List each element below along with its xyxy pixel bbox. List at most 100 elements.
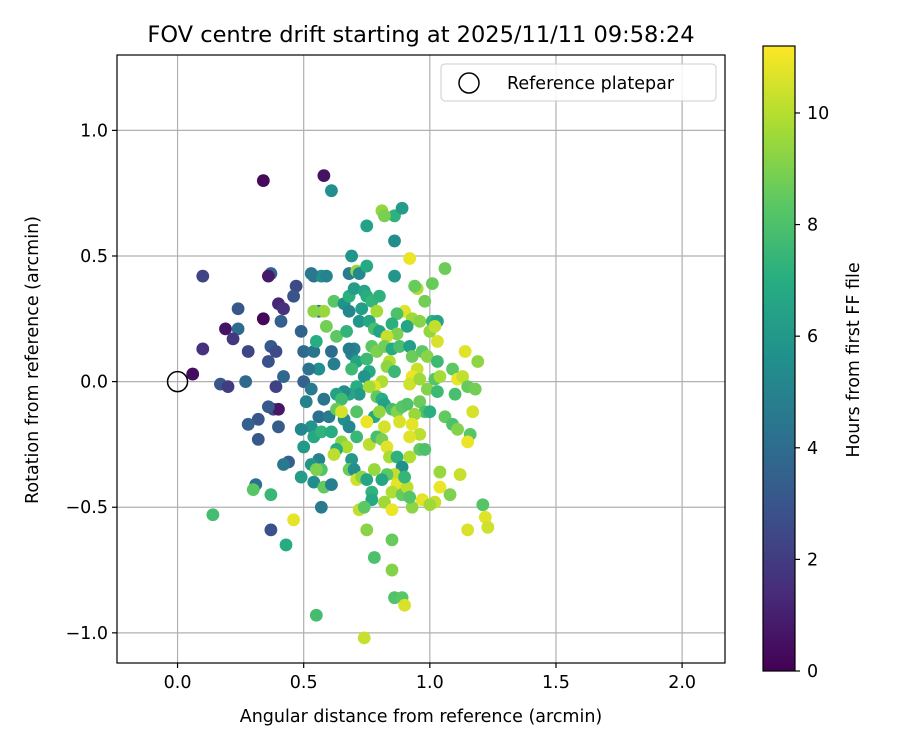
- y-axis-ticks: −1.0 −0.5 0.0 0.5 1.0: [66, 121, 117, 644]
- y-tick-label: −1.0: [66, 624, 109, 644]
- data-point: [433, 370, 447, 383]
- data-point: [314, 425, 328, 439]
- data-point: [385, 563, 399, 577]
- data-point: [312, 362, 326, 376]
- data-point: [418, 294, 432, 308]
- data-point: [314, 500, 328, 514]
- colorbar-tick-label: 6: [807, 327, 818, 347]
- data-point: [360, 473, 374, 486]
- data-point: [251, 412, 265, 426]
- data-point: [403, 340, 417, 353]
- data-point: [413, 314, 427, 328]
- data-point: [206, 508, 220, 522]
- data-point: [385, 533, 399, 547]
- data-point: [196, 342, 210, 356]
- data-point: [342, 420, 356, 434]
- data-point: [196, 269, 210, 283]
- data-point: [360, 415, 374, 429]
- data-point: [398, 470, 412, 484]
- data-point: [360, 219, 374, 233]
- data-point: [297, 345, 311, 358]
- data-point: [294, 422, 308, 436]
- data-point: [294, 324, 308, 338]
- data-point: [378, 209, 391, 223]
- data-point: [256, 312, 270, 326]
- x-axis-label: Angular distance from reference (arcmin): [240, 707, 603, 727]
- data-point: [330, 329, 343, 343]
- data-point: [350, 430, 364, 444]
- data-point: [405, 500, 419, 514]
- data-point: [385, 485, 399, 499]
- data-point: [390, 307, 404, 321]
- data-point: [342, 304, 356, 318]
- data-point: [468, 382, 482, 396]
- x-tick-label: 1.5: [542, 673, 570, 693]
- y-tick-label: 0.0: [80, 373, 108, 393]
- data-point: [186, 367, 200, 381]
- data-point: [395, 201, 409, 215]
- data-point: [423, 498, 437, 512]
- data-point: [350, 405, 364, 419]
- data-point: [357, 500, 371, 514]
- data-point: [367, 551, 381, 564]
- data-point: [418, 443, 432, 456]
- data-point: [420, 382, 434, 396]
- data-point: [231, 302, 245, 316]
- data-point: [335, 405, 348, 419]
- data-point: [307, 304, 321, 318]
- data-point: [433, 480, 447, 494]
- data-point: [309, 463, 323, 476]
- data-point: [466, 405, 480, 419]
- data-point: [304, 267, 318, 280]
- data-point: [471, 355, 485, 368]
- data-point: [256, 174, 270, 188]
- data-point: [309, 608, 323, 622]
- data-point: [289, 279, 303, 293]
- data-point: [456, 370, 470, 383]
- data-point: [345, 362, 359, 376]
- legend-box: [440, 63, 717, 102]
- data-point: [304, 420, 318, 434]
- data-point: [390, 450, 404, 464]
- data-point: [458, 345, 472, 358]
- y-tick-label: 1.0: [80, 121, 108, 141]
- data-point: [317, 169, 331, 182]
- data-point: [360, 523, 374, 537]
- data-point: [352, 314, 366, 328]
- data-point: [325, 478, 338, 492]
- data-point: [279, 538, 293, 552]
- data-point: [319, 269, 333, 283]
- data-point: [317, 304, 331, 318]
- data-point: [380, 329, 394, 343]
- data-point: [277, 458, 290, 471]
- x-tick-label: 1.0: [416, 673, 444, 693]
- data-point: [403, 450, 417, 464]
- data-point: [347, 282, 361, 296]
- colorbar: [763, 46, 795, 671]
- colorbar-frame: [762, 45, 796, 672]
- data-point: [319, 319, 333, 333]
- data-point: [299, 395, 313, 409]
- data-point: [403, 430, 417, 444]
- data-point: [269, 345, 283, 358]
- data-point: [420, 350, 434, 363]
- data-point: [385, 317, 399, 331]
- colorbar-tick-label: 0: [807, 662, 818, 682]
- data-point: [352, 387, 366, 401]
- data-point: [372, 405, 386, 419]
- data-point: [400, 397, 414, 411]
- chart-title: FOV centre drift starting at 2025/11/11 …: [147, 22, 694, 48]
- data-point: [423, 405, 437, 419]
- data-point: [408, 407, 422, 421]
- data-point: [277, 302, 290, 316]
- data-point: [277, 370, 290, 383]
- data-point: [269, 380, 283, 394]
- data-point: [287, 289, 300, 303]
- data-point: [272, 420, 285, 434]
- data-point: [425, 277, 439, 291]
- data-point: [312, 410, 326, 424]
- data-point: [388, 365, 401, 378]
- data-point: [355, 302, 369, 316]
- scatter-points: [186, 169, 495, 645]
